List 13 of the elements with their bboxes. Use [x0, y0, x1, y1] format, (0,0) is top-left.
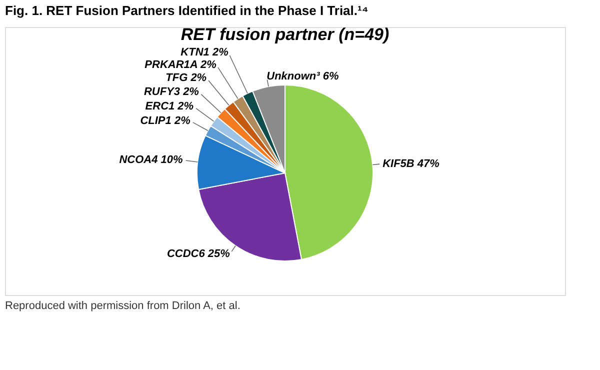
slice-label: NCOA4 10% — [119, 154, 184, 166]
slice-label: CCDC6 25% — [166, 248, 230, 260]
slice-label: Unknown³ 6% — [266, 70, 339, 83]
slice-label: TFG 2% — [166, 72, 207, 84]
text: Reproduced with permission from Drilon A, et al. — [5, 300, 240, 312]
chart-subtitle: RET fusion partner (n=49) — [180, 25, 390, 44]
slice-label: KTN1 2% — [180, 46, 229, 59]
slice-label: ERC1 2% — [145, 100, 194, 113]
slice-label: KIF5B 47% — [382, 158, 440, 170]
slice-label: PRKAR1A 2% — [144, 58, 217, 71]
slice-label: CLIP1 2% — [140, 114, 191, 127]
chart-title: Fig. 1. RET Fusion Partners Identified in the Phase I Trial.¹⁴ — [5, 3, 368, 18]
slice-label: RUFY3 2% — [144, 86, 200, 98]
